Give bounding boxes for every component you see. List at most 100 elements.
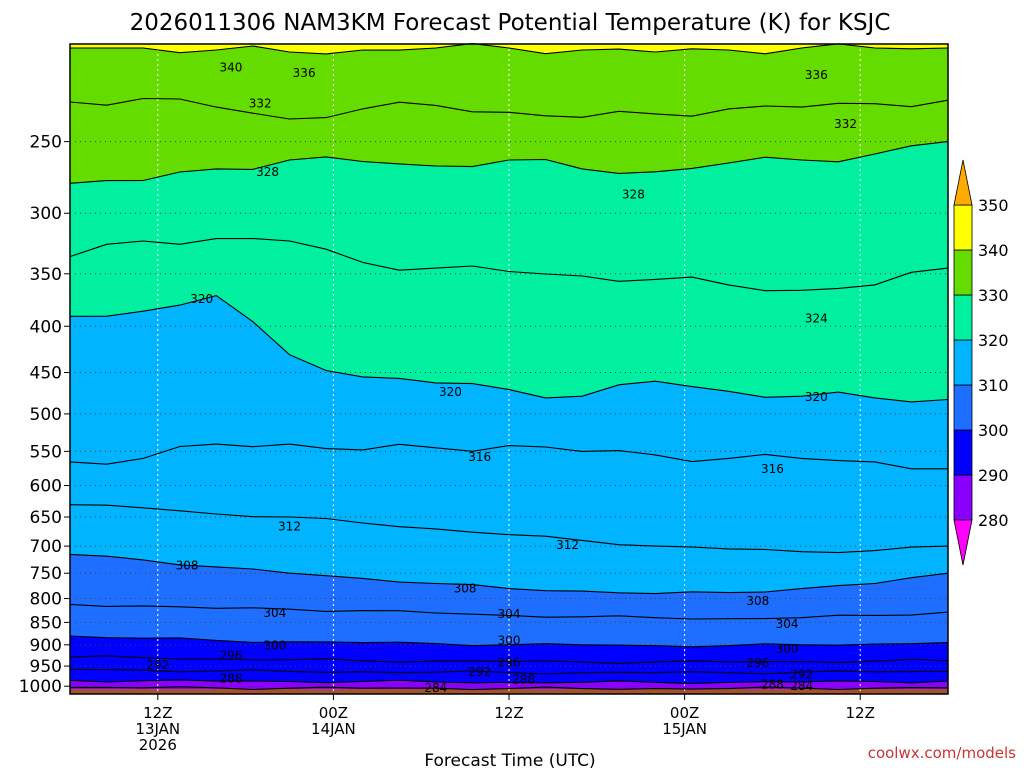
colorbar-segment — [953, 339, 973, 386]
y-axis: 250 300 350 400 450 500 550 600 650 700 750 800 850 9… — [19, 133, 70, 697]
contour-label: 328 — [256, 165, 279, 179]
contour-line-328 — [69, 141, 949, 184]
ground-strip — [70, 688, 948, 694]
contour-label: 308 — [746, 594, 769, 608]
contour-line-304 — [69, 603, 949, 620]
contour-label: 336 — [805, 68, 828, 82]
colorbar-segment — [953, 204, 973, 251]
contour-label: 300 — [498, 633, 521, 647]
colorbar-tick-label: 330 — [978, 286, 1009, 305]
credit-text: coolwx.com/models — [868, 744, 1016, 762]
contour-label: 288 — [512, 672, 535, 686]
contour-line-316 — [69, 443, 948, 470]
x-axis-label: Forecast Time (UTC) — [424, 751, 595, 768]
x-tick-label: 12Z — [494, 704, 523, 722]
y-tick-label: 650 — [30, 508, 62, 528]
colorbar-tick-label: 290 — [978, 466, 1009, 485]
contour-label: 316 — [761, 462, 784, 476]
plot-area: 340 336 336 332 332 328 328 324 320 320 320 316 316 3… — [69, 43, 949, 695]
contour-label: 296 — [220, 649, 243, 663]
x-tick-label: 00Z — [670, 704, 699, 722]
y-tick-label: 300 — [30, 204, 62, 224]
contour-line-332 — [69, 97, 949, 120]
x-tick-label: 12Z — [143, 704, 172, 722]
contour-line-320 — [69, 295, 949, 403]
colorbar-segment — [953, 429, 973, 476]
y-tick-label: 400 — [30, 317, 62, 337]
y-tick-label: 950 — [30, 657, 62, 677]
x-tick-label: 2026 — [139, 736, 177, 754]
x-tick-label: 14JAN — [311, 720, 356, 738]
contour-line-292 — [69, 668, 949, 675]
y-tick-label: 850 — [30, 613, 62, 633]
y-tick-label: 350 — [30, 265, 62, 285]
contour-label: 312 — [556, 538, 579, 552]
colorbar: 280 290 300 310 320 330 340 350 — [953, 159, 1009, 566]
colorbar-segment — [953, 249, 973, 296]
y-tick-label: 500 — [30, 405, 62, 425]
contour-line-312 — [69, 504, 949, 554]
x-tick-label: 12Z — [846, 704, 875, 722]
contour-label: 284 — [790, 679, 813, 693]
contour-line-288 — [69, 679, 949, 685]
contour-label: 332 — [834, 117, 857, 131]
colorbar-tick-label: 320 — [978, 331, 1009, 350]
contour-label: 320 — [190, 292, 213, 306]
chart-title: 2026011306 NAM3KM Forecast Potential Tem… — [130, 10, 891, 36]
x-tick-label: 00Z — [319, 704, 348, 722]
colorbar-tick-label: 300 — [978, 421, 1009, 440]
colorbar-segment — [953, 384, 973, 431]
colorbar-tick-label: 340 — [978, 241, 1009, 260]
colorbar-tick-label: 280 — [978, 511, 1009, 530]
contour-label: 304 — [498, 607, 521, 621]
colorbar-tick-label: 350 — [978, 196, 1009, 215]
contour-label: 292 — [146, 658, 169, 672]
contour-label: 300 — [263, 639, 286, 653]
contour-label: 308 — [176, 558, 199, 572]
contour-label: 304 — [263, 606, 286, 620]
colorbar-low-arrow — [953, 519, 973, 566]
y-tick-label: 800 — [30, 590, 62, 610]
y-tick-label: 900 — [30, 636, 62, 656]
contour-line-336 — [70, 43, 949, 55]
contour-label: 340 — [220, 60, 243, 74]
contour-label: 336 — [293, 66, 316, 80]
y-tick-label: 750 — [30, 564, 62, 584]
y-tick-label: 550 — [30, 442, 62, 462]
y-tick-label: 450 — [30, 364, 62, 384]
colorbar-high-arrow — [953, 159, 973, 206]
x-tick-label: 13JAN — [135, 720, 180, 738]
contour-line-284 — [70, 686, 949, 691]
contour-label: 300 — [776, 642, 799, 656]
colorbar-tick-label: 310 — [978, 376, 1009, 395]
y-tick-label: 1000 — [19, 677, 62, 697]
y-tick-label: 250 — [30, 133, 62, 153]
contour-label: 308 — [454, 582, 477, 596]
contour-line-296 — [69, 655, 949, 664]
contour-label: 284 — [424, 681, 447, 695]
contour-line-308 — [69, 553, 949, 595]
y-tick-label: 600 — [30, 477, 62, 497]
colorbar-segment — [953, 474, 973, 521]
contour-label: 292 — [468, 665, 491, 679]
contour-label: 296 — [498, 656, 521, 670]
contour-label: 296 — [746, 656, 769, 670]
contour-label: 304 — [776, 617, 799, 631]
contour-label: 292 — [790, 667, 813, 681]
contour-line-324 — [69, 237, 949, 292]
contour-line-300 — [69, 635, 949, 648]
contour-label: 288 — [761, 677, 784, 691]
y-tick-label: 700 — [30, 537, 62, 557]
x-tick-label: 15JAN — [662, 720, 707, 738]
contour-label: 320 — [805, 390, 828, 404]
contour-label: 324 — [805, 311, 828, 325]
contour-label: 316 — [468, 450, 491, 464]
contour-label: 320 — [439, 385, 462, 399]
contour-label: 312 — [278, 520, 301, 534]
contour-label: 332 — [249, 97, 272, 111]
colorbar-segment — [953, 294, 973, 341]
contour-label: 328 — [622, 187, 645, 201]
contour-label: 288 — [220, 671, 243, 685]
